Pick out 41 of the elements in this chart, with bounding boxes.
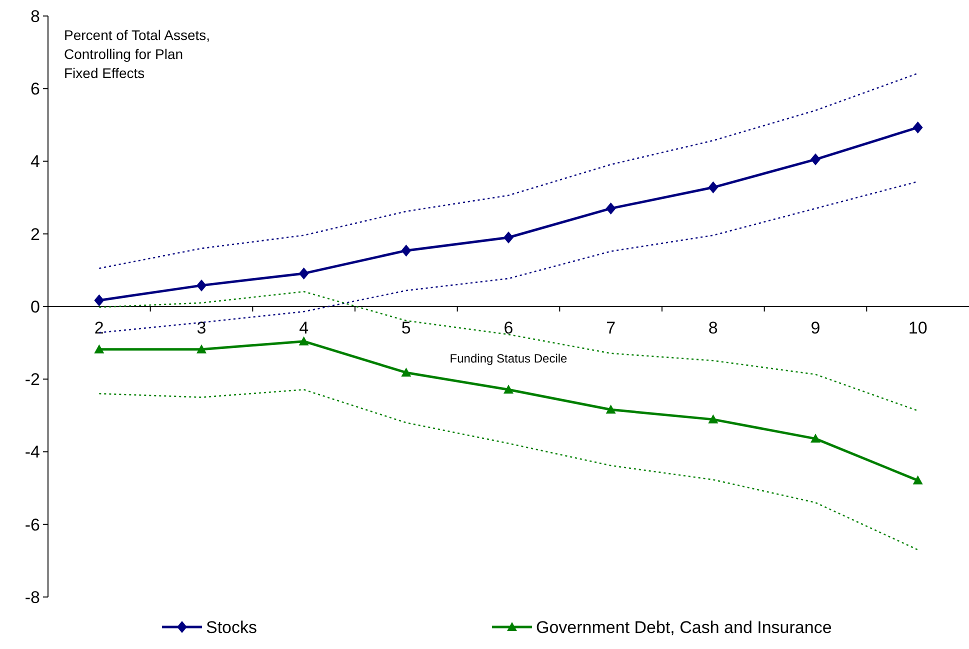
y-tick-label: 2: [30, 224, 40, 244]
point: [708, 181, 718, 194]
point: [94, 344, 104, 354]
point: [708, 414, 718, 424]
y-tick-label: -6: [24, 515, 40, 534]
point: [912, 475, 923, 484]
point: [810, 153, 820, 166]
point: [298, 267, 309, 280]
point: [94, 294, 104, 306]
x-tick-label: 3: [196, 318, 206, 338]
point: [606, 404, 616, 414]
x-tick-label: 8: [708, 318, 718, 338]
x-tick-label: 6: [504, 318, 514, 338]
point: [196, 279, 206, 292]
x-tick-label: 7: [606, 318, 616, 338]
point: [504, 232, 514, 244]
legend-label: Government Debt, Cash and Insurance: [536, 618, 832, 637]
point: [298, 336, 309, 346]
y-tick-label: 8: [30, 6, 40, 26]
y-axis-title: Percent of Total Assets, Controlling for Plan Fixed Effects: [64, 27, 210, 81]
x-tick-label: 10: [908, 318, 928, 338]
x-axis-title: Funding Status Decile: [450, 352, 568, 366]
point: [504, 384, 514, 394]
point: [810, 434, 820, 443]
point: [606, 202, 616, 214]
line-series: [98, 389, 918, 550]
y-tick-label: 0: [30, 297, 40, 316]
y-tick-label: -4: [24, 442, 40, 462]
y-tick-label: -8: [24, 588, 40, 607]
x-tick-label: 5: [401, 318, 411, 338]
y-tick-label: 6: [30, 80, 40, 99]
point: [401, 368, 412, 377]
x-tick-label: 4: [299, 318, 309, 338]
y-tick-label: 4: [30, 152, 40, 172]
legend-label: Stocks: [206, 618, 258, 637]
point: [196, 344, 206, 354]
y-tick-label: -2: [24, 370, 40, 390]
x-tick-label: 2: [94, 318, 104, 338]
point: [401, 244, 412, 257]
x-tick-label: 9: [810, 318, 820, 338]
point: [912, 121, 923, 134]
